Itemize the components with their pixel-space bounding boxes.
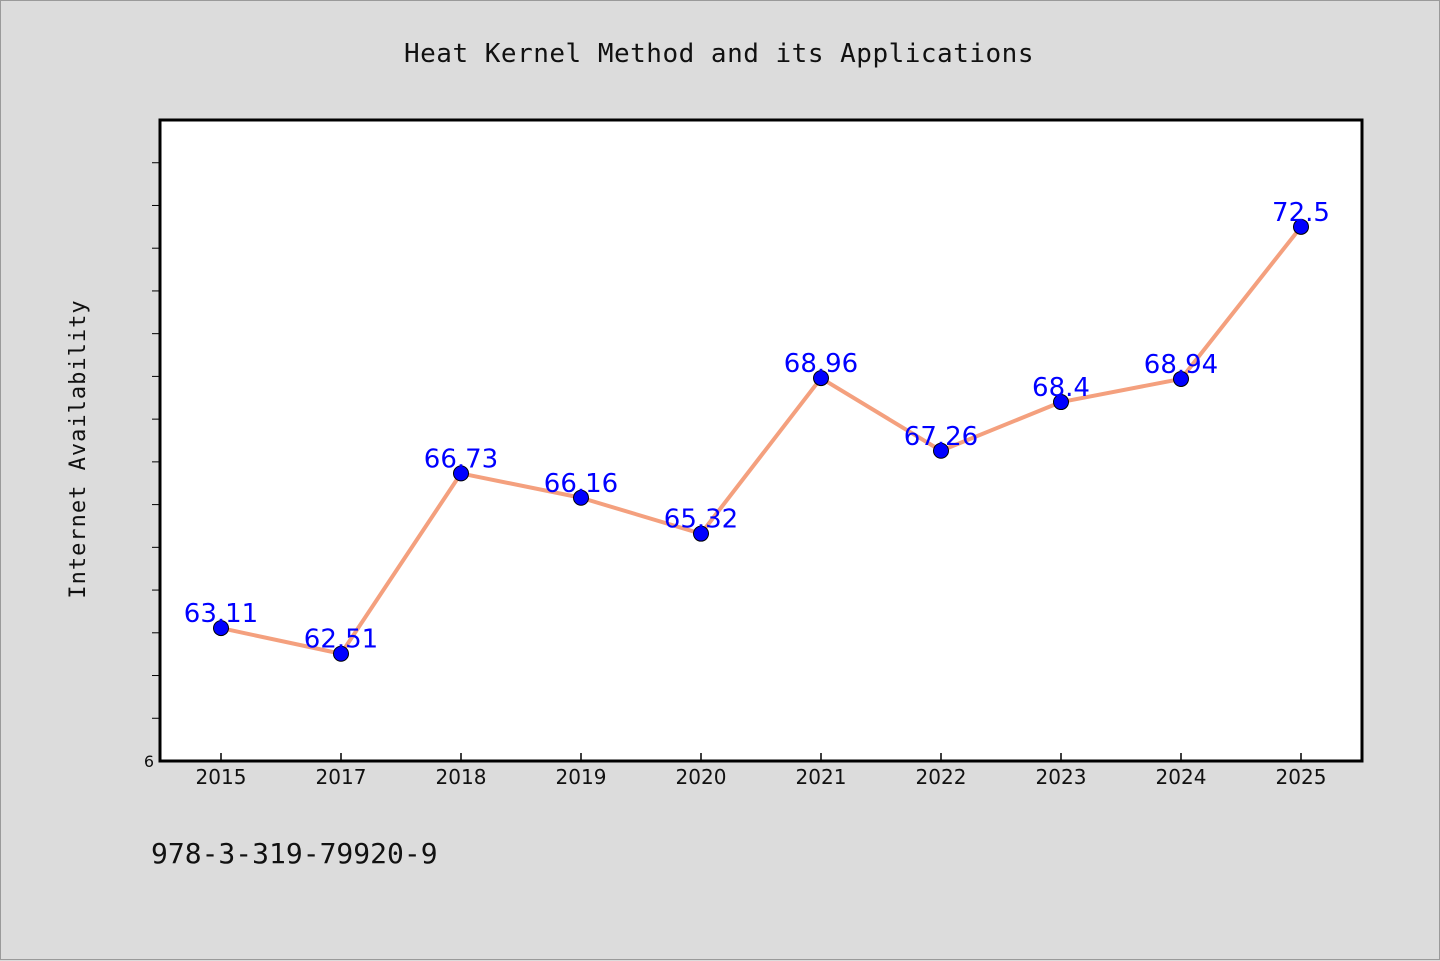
data-point bbox=[1053, 394, 1069, 411]
isbn-footer: 978-3-319-79920-9 bbox=[151, 837, 438, 870]
x-tick-label: 2015 bbox=[196, 765, 247, 789]
data-label: 72.5 bbox=[1272, 198, 1330, 228]
x-tick-label: 2017 bbox=[316, 765, 367, 789]
x-tick-label: 2019 bbox=[556, 765, 607, 789]
data-point bbox=[693, 525, 709, 542]
data-point bbox=[333, 645, 349, 662]
data-label: 68.4 bbox=[1032, 373, 1090, 403]
data-markers bbox=[213, 218, 1309, 662]
data-point bbox=[813, 370, 829, 387]
data-point bbox=[1173, 370, 1189, 387]
data-point bbox=[213, 620, 229, 637]
data-label: 68.94 bbox=[1144, 350, 1218, 380]
plot-area bbox=[158, 118, 1364, 763]
x-tick-label: 2024 bbox=[1156, 765, 1207, 789]
data-point bbox=[933, 442, 949, 459]
data-label: 66.16 bbox=[544, 469, 618, 499]
chart-title: Heat Kernel Method and its Applications bbox=[404, 39, 1034, 69]
series-line bbox=[220, 225, 1303, 656]
data-label: 67.26 bbox=[904, 422, 978, 452]
data-label: 65.32 bbox=[664, 505, 738, 535]
x-tick-label: 2023 bbox=[1036, 765, 1087, 789]
x-tick-label: 2022 bbox=[916, 765, 967, 789]
series-line-group bbox=[220, 225, 1303, 656]
x-tick-label: 2021 bbox=[796, 765, 847, 789]
x-tick-label: 2018 bbox=[436, 765, 487, 789]
data-point bbox=[1293, 218, 1309, 235]
data-label: 62.51 bbox=[304, 625, 378, 655]
data-label: 66.73 bbox=[424, 444, 498, 474]
data-label: 68.96 bbox=[784, 349, 858, 379]
x-axis-ticks: 2015 2017 2018 2019 2020 2021 2022 2023 2024 2025 bbox=[196, 753, 1327, 789]
y-tick-label: 6 bbox=[144, 752, 154, 771]
data-point bbox=[573, 489, 589, 506]
data-label: 63.11 bbox=[184, 599, 258, 629]
y-axis-label: Internet Availability bbox=[66, 299, 91, 598]
data-labels: 63.11 62.51 66.73 66.16 65.32 68.96 67.26 68.4 6… bbox=[184, 198, 1330, 655]
x-tick-label: 2025 bbox=[1276, 765, 1327, 789]
x-tick-label: 2020 bbox=[676, 765, 727, 789]
y-axis-ticks: 6 bbox=[144, 162, 160, 771]
data-point bbox=[453, 465, 469, 482]
